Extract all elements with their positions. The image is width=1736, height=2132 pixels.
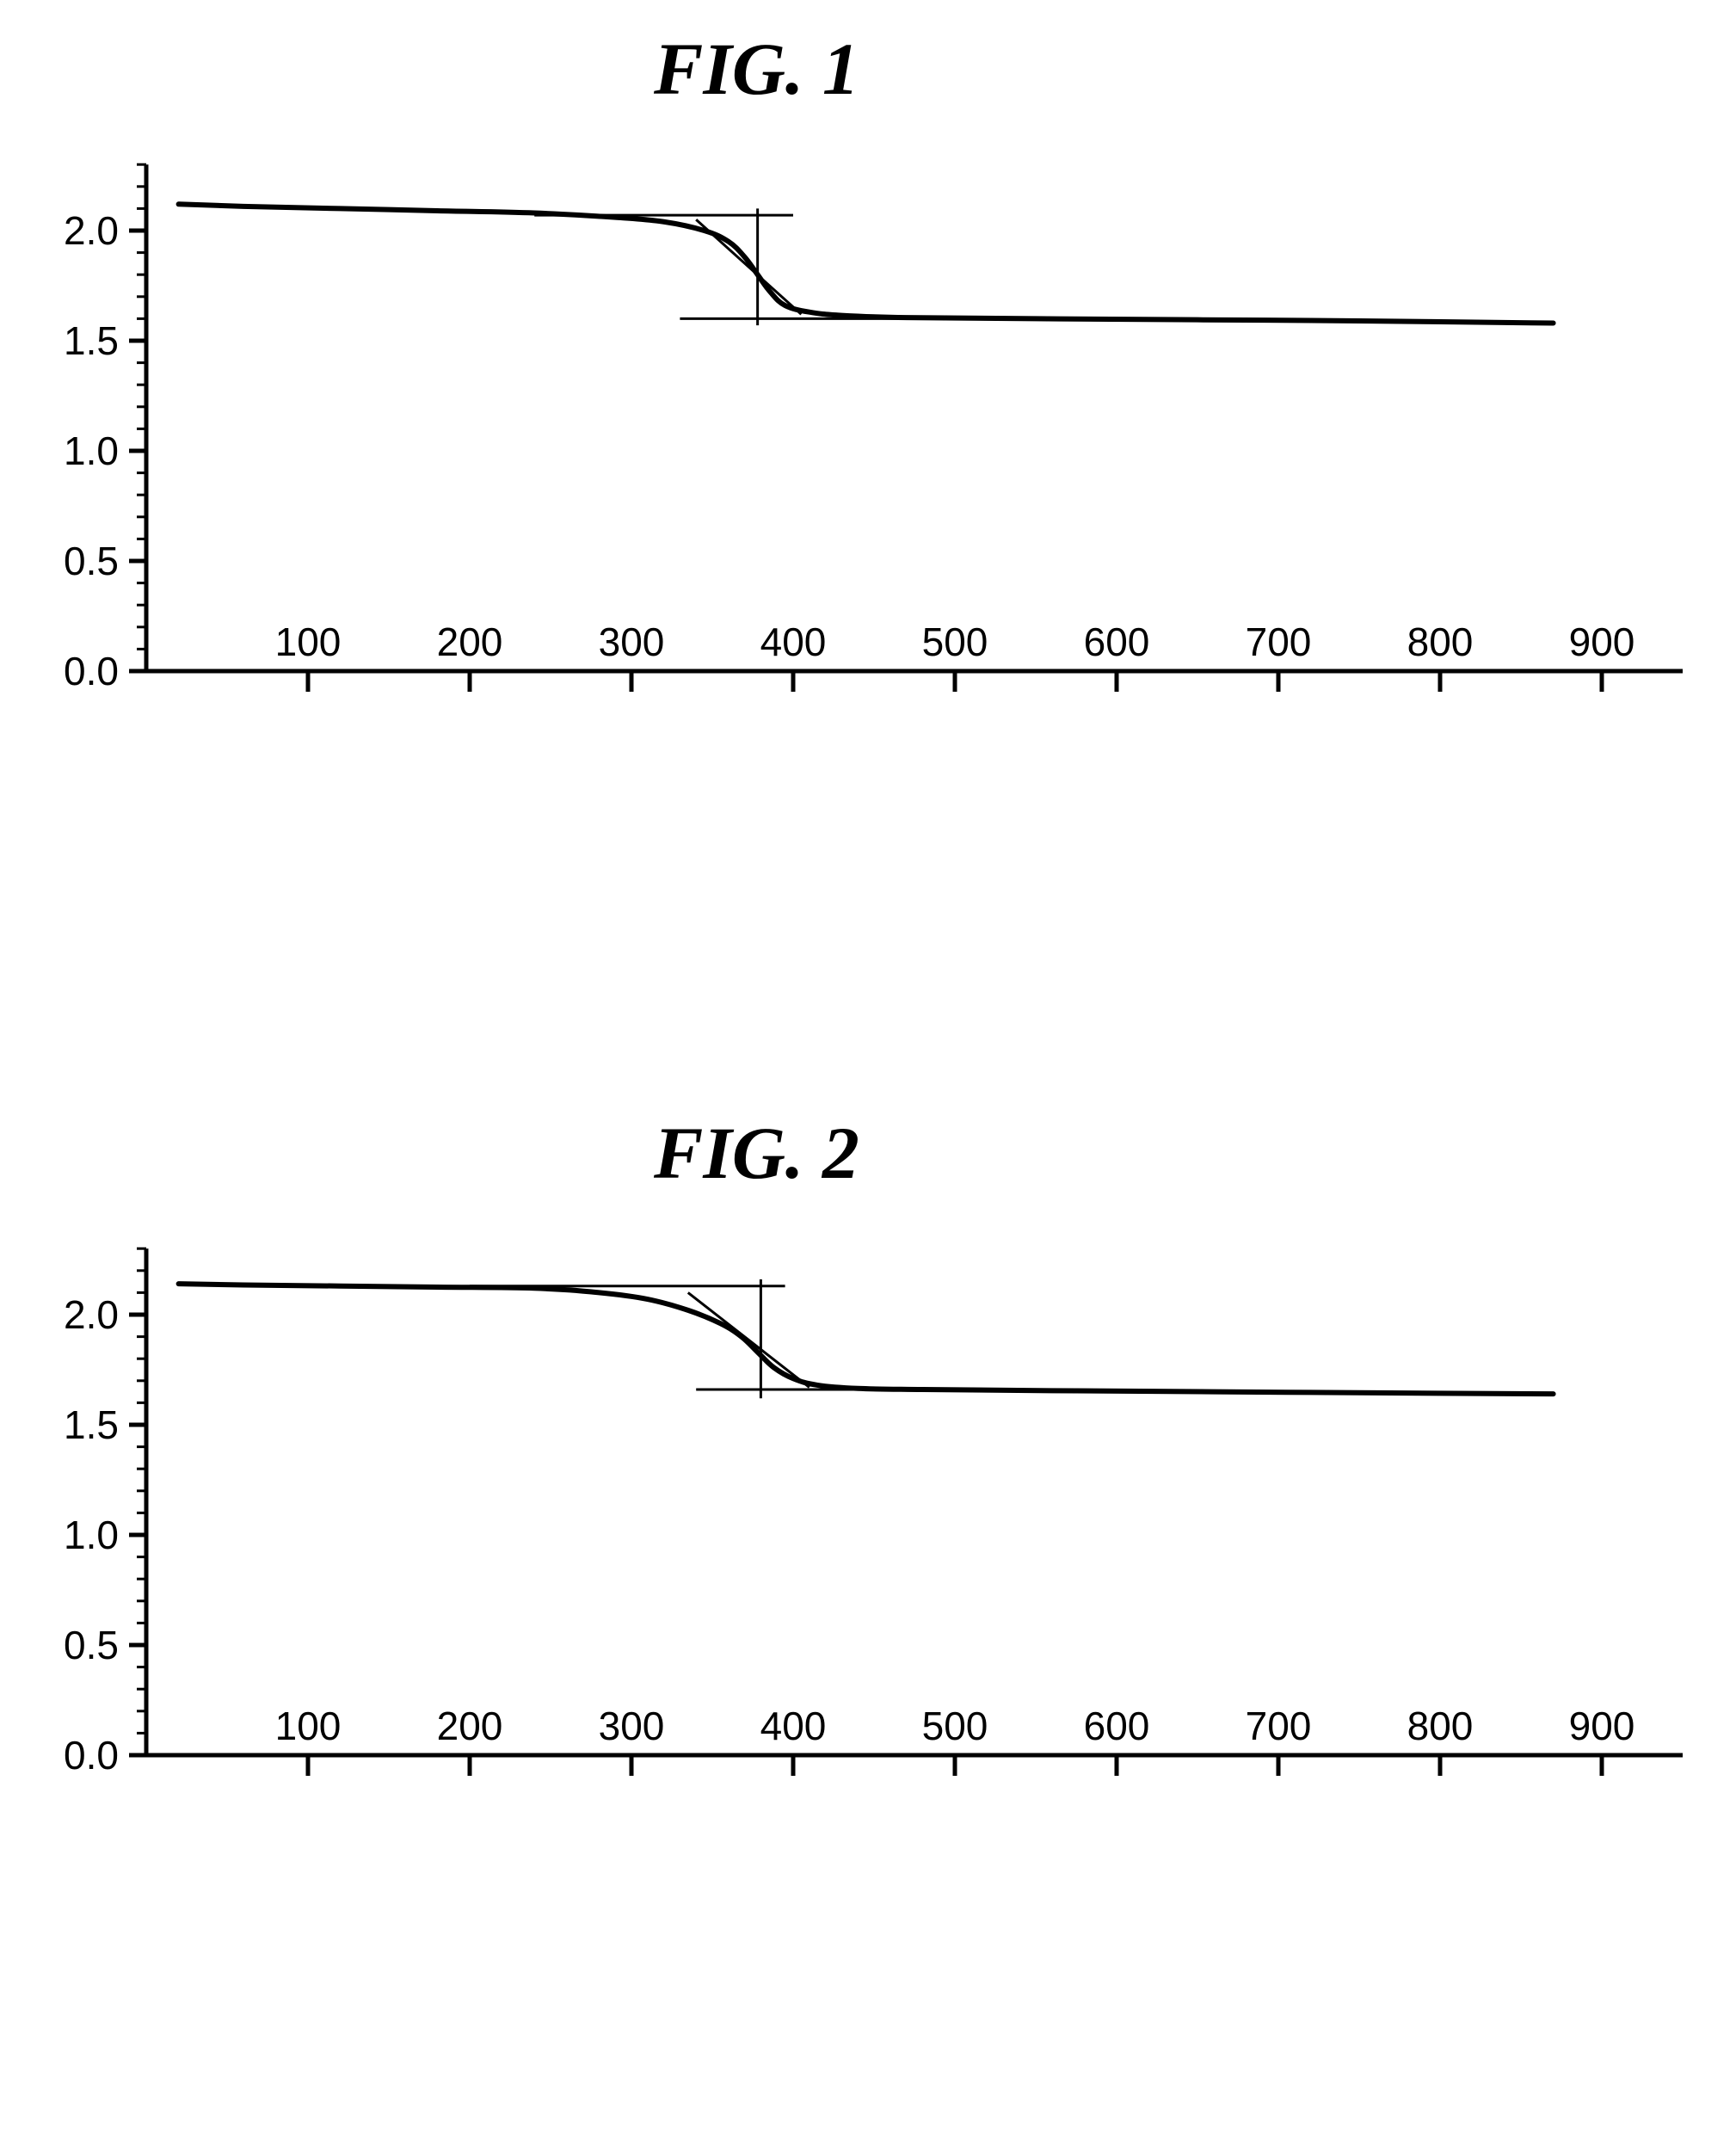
fig2-guides — [470, 1279, 939, 1398]
fig1-xticks: 100200300400500600700800900℃ — [275, 619, 1686, 692]
x-tick-label: 900 — [1569, 619, 1635, 664]
y-tick-label: 1.5 — [64, 1402, 119, 1447]
y-tick-label: 0.5 — [64, 539, 119, 583]
fig2-axes — [146, 1248, 1683, 1755]
fig1-curve — [179, 204, 1554, 323]
x-tick-label: 800 — [1407, 619, 1474, 664]
y-tick-label: 0.0 — [64, 1733, 119, 1778]
x-tick-label: 400 — [760, 1704, 827, 1748]
y-tick-label: 2.0 — [64, 208, 119, 253]
fig2-title: FIG. 2 — [654, 1110, 859, 1196]
x-tick-label: 600 — [1084, 1704, 1150, 1748]
x-tick-label: 900 — [1569, 1704, 1635, 1748]
fig2-chart: 100200300400500600700800900℃ 0.00.51.01.… — [52, 1205, 1686, 1841]
x-tick-label: 300 — [599, 619, 665, 664]
fig1-axes — [146, 164, 1683, 671]
x-tick-label: 500 — [922, 619, 988, 664]
x-tick-label: 100 — [275, 619, 342, 664]
x-tick-label: 800 — [1407, 1704, 1474, 1748]
fig1-guides — [534, 208, 922, 325]
tga-curve — [179, 204, 1554, 323]
fig1-yticks: 0.0 0.5 1.0 1.5 2.0 — [64, 164, 146, 693]
x-tick-label: 200 — [437, 619, 503, 664]
x-tick-label: 100 — [275, 1704, 342, 1748]
y-tick-label: 1.0 — [64, 1513, 119, 1557]
fig2-xticks: 100200300400500600700800900℃ — [275, 1704, 1686, 1776]
x-tick-label: 400 — [760, 619, 827, 664]
y-tick-label: 1.5 — [64, 318, 119, 363]
fig2-curve — [179, 1284, 1554, 1394]
fig1-chart: 100200300400500600700800900℃ 0.00.51.01.… — [52, 120, 1686, 757]
tga-curve — [179, 1284, 1554, 1394]
y-tick-label: 1.0 — [64, 428, 119, 473]
y-tick-label: 0.0 — [64, 649, 119, 693]
fig1-title: FIG. 1 — [654, 26, 859, 112]
page: FIG. 1 100200300400500600700800900℃ 0.00… — [0, 0, 1736, 2132]
x-tick-label: 200 — [437, 1704, 503, 1748]
y-tick-label: 0.5 — [64, 1623, 119, 1667]
x-tick-label: 700 — [1246, 1704, 1312, 1748]
y-tick-label: 2.0 — [64, 1292, 119, 1337]
x-tick-label: 600 — [1084, 619, 1150, 664]
x-tick-label: 300 — [599, 1704, 665, 1748]
x-tick-label: 700 — [1246, 619, 1312, 664]
x-tick-label: 500 — [922, 1704, 988, 1748]
fig2-yticks: 0.0 0.5 1.0 1.5 2.0 — [64, 1248, 146, 1778]
